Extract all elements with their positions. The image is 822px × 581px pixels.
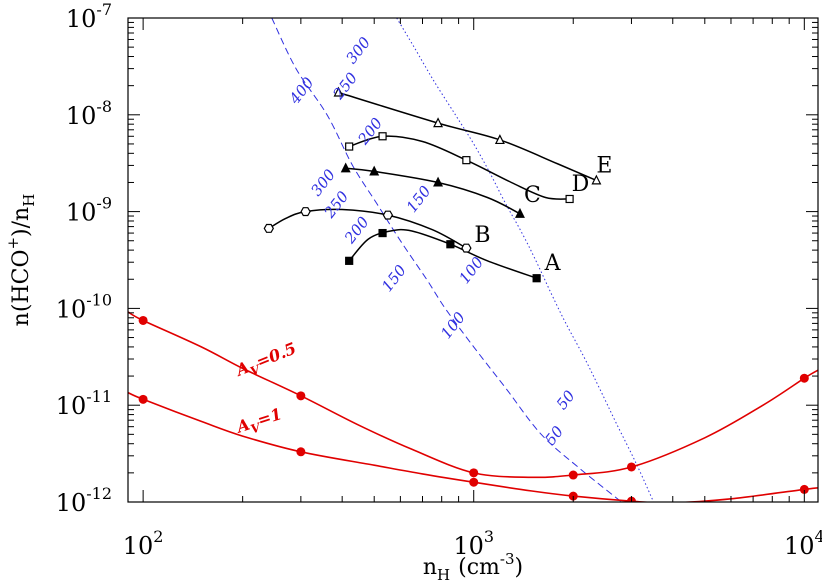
model-curves [263, 86, 602, 283]
model-point-E [591, 174, 602, 185]
av-curve [128, 311, 818, 479]
model-point-A [345, 256, 354, 265]
model-point-A [446, 240, 455, 249]
model-label-A: A [544, 251, 562, 276]
av-point [568, 470, 578, 480]
model-label-E: E [596, 153, 612, 178]
av-point [469, 468, 479, 478]
model-point-B [263, 223, 274, 233]
contour-label: 100 [437, 308, 469, 342]
y-tick-label: 10-10 [56, 290, 112, 323]
model-label-C: C [524, 183, 541, 208]
model-point-B [461, 243, 472, 253]
model-curve-A [348, 228, 537, 279]
av-point [799, 484, 809, 494]
av-curve-label: AV=0.5 [232, 339, 301, 385]
model-curve-B [268, 208, 467, 249]
av-point [296, 391, 306, 401]
av-point [138, 394, 148, 404]
x-tick-label: 104 [784, 527, 822, 560]
model-point-E [333, 86, 344, 97]
contour-label: 150 [403, 182, 435, 216]
temperature-contours [271, 18, 655, 502]
model-point-C [369, 165, 380, 176]
plot-frame [127, 17, 819, 503]
model-point-B [382, 210, 394, 220]
y-tick-label: 10-7 [66, 0, 112, 33]
av-point [138, 315, 148, 325]
x-tick-label: 102 [123, 527, 164, 560]
contour-label: 400 [285, 73, 318, 108]
y-tick-label: 10-12 [56, 484, 112, 517]
axis-ticks: 102 103 104 10-7 10-8 10-9 10-10 10-11 10-12 [56, 0, 822, 560]
av-point [799, 373, 809, 383]
av-curve-label: AV=1 [232, 404, 285, 441]
x-axis-label: nH (cm-3) [423, 550, 523, 581]
y-tick-label: 10-9 [66, 194, 112, 227]
model-point-D [345, 142, 354, 151]
model-label-D: D [572, 172, 590, 197]
contour-label: 150 [378, 261, 410, 295]
contour-label: 50 [541, 422, 567, 448]
av-curves [128, 311, 818, 502]
curve-labels: 4003002502001501005030025020015010050AV=… [232, 33, 613, 449]
x-tick-label: 103 [453, 527, 494, 560]
av-point [296, 447, 306, 457]
model-point-D [462, 156, 471, 165]
contour-dashed [271, 18, 622, 502]
y-tick-label: 10-8 [66, 97, 112, 130]
model-point-D [565, 194, 574, 204]
contour-dotted [396, 18, 655, 502]
contour-label: 200 [340, 213, 373, 248]
model-point-E [433, 117, 444, 128]
contour-label: 300 [342, 33, 374, 67]
model-point-C [433, 176, 444, 187]
model-point-C [340, 162, 351, 173]
y-tick-label: 10-11 [56, 387, 112, 420]
contour-label: 50 [553, 387, 579, 413]
model-point-B [300, 207, 311, 217]
model-point-E [494, 134, 505, 145]
model-point-A [532, 274, 541, 283]
av-point [469, 477, 479, 487]
model-point-A [378, 228, 387, 238]
av-point [626, 462, 636, 472]
model-curve-E [338, 91, 597, 182]
model-label-B: B [474, 223, 490, 248]
model-point-C [514, 207, 525, 218]
y-axis-label: n(HCO+)/nH [4, 194, 38, 327]
model-point-D [378, 132, 387, 141]
